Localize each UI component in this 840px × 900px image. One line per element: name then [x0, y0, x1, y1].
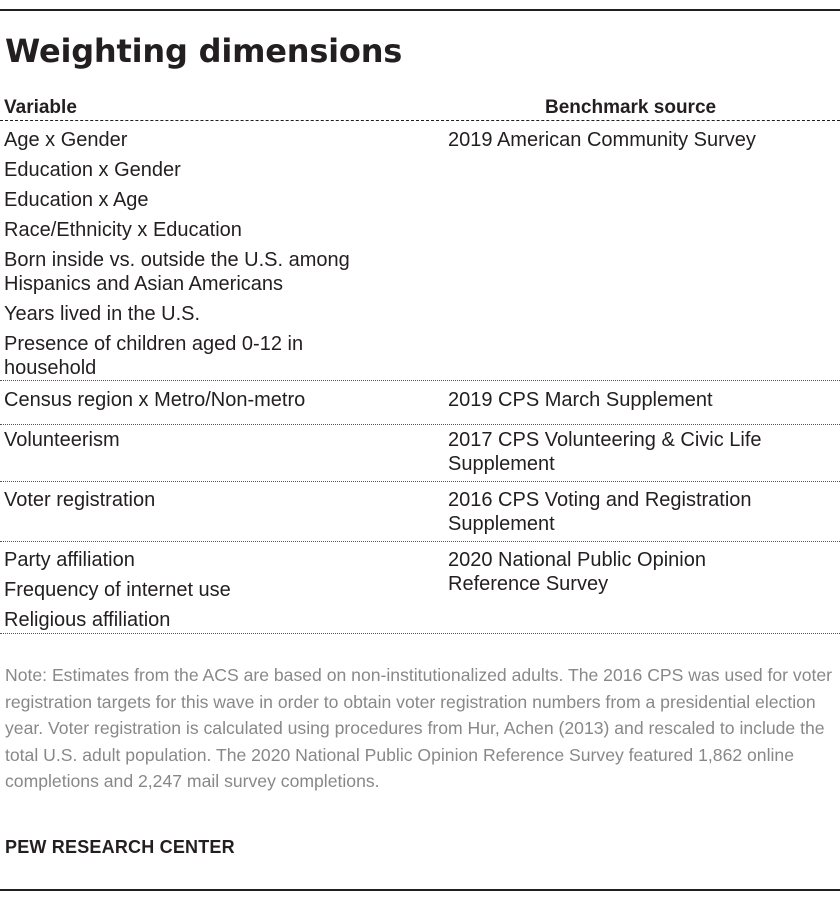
variable-item: Frequency of internet use	[4, 579, 231, 601]
row-divider	[0, 481, 840, 482]
variable-item: Race/Ethnicity x Education	[4, 219, 242, 241]
variable-list: Age x Gender Education x Gender Educatio…	[4, 128, 424, 386]
source-brand: PEW RESEARCH CENTER	[5, 837, 235, 857]
variable-item: Census region x Metro/Non-metro	[4, 389, 306, 411]
column-header-variable: Variable	[4, 97, 77, 118]
bottom-rule	[0, 889, 840, 891]
column-header-benchmark-source: Benchmark source	[545, 97, 717, 118]
variable-list: Volunteerism	[4, 428, 424, 458]
row-divider	[0, 541, 840, 542]
variable-item: Education x Age	[4, 189, 149, 211]
variable-list: Census region x Metro/Non-metro	[4, 388, 424, 418]
variable-item: Voter registration	[4, 489, 156, 511]
variable-list: Voter registration	[4, 488, 424, 518]
variable-item: Volunteerism	[4, 429, 120, 451]
row-divider	[0, 424, 840, 425]
benchmark-source: 2019 CPS March Supplement	[448, 389, 713, 411]
benchmark-source: 2019 American Community Survey	[448, 129, 756, 151]
row-divider	[0, 380, 840, 381]
variable-item: Age x Gender	[4, 129, 128, 151]
variable-item: Party affiliation	[4, 549, 135, 571]
benchmark-source: 2016 CPS Voting and Registration Supplem…	[448, 489, 752, 535]
page-title: Weighting dimensions	[5, 32, 403, 70]
benchmark-source: 2017 CPS Volunteering & Civic Life Suppl…	[448, 429, 762, 475]
benchmark-source: 2020 National Public Opinion Reference S…	[448, 549, 706, 595]
variable-list: Party affiliation Frequency of internet …	[4, 548, 424, 638]
variable-item: Education x Gender	[4, 159, 181, 181]
variable-item: Religious affiliation	[4, 609, 171, 631]
header-divider	[0, 120, 840, 121]
variable-item: Born inside vs. outside the U.S. among H…	[4, 249, 350, 295]
footnote: Note: Estimates from the ACS are based o…	[5, 665, 833, 792]
top-rule	[0, 9, 840, 11]
variable-item: Presence of children aged 0-12 in househ…	[4, 333, 304, 379]
row-divider	[0, 633, 840, 634]
variable-item: Years lived in the U.S.	[4, 303, 201, 325]
